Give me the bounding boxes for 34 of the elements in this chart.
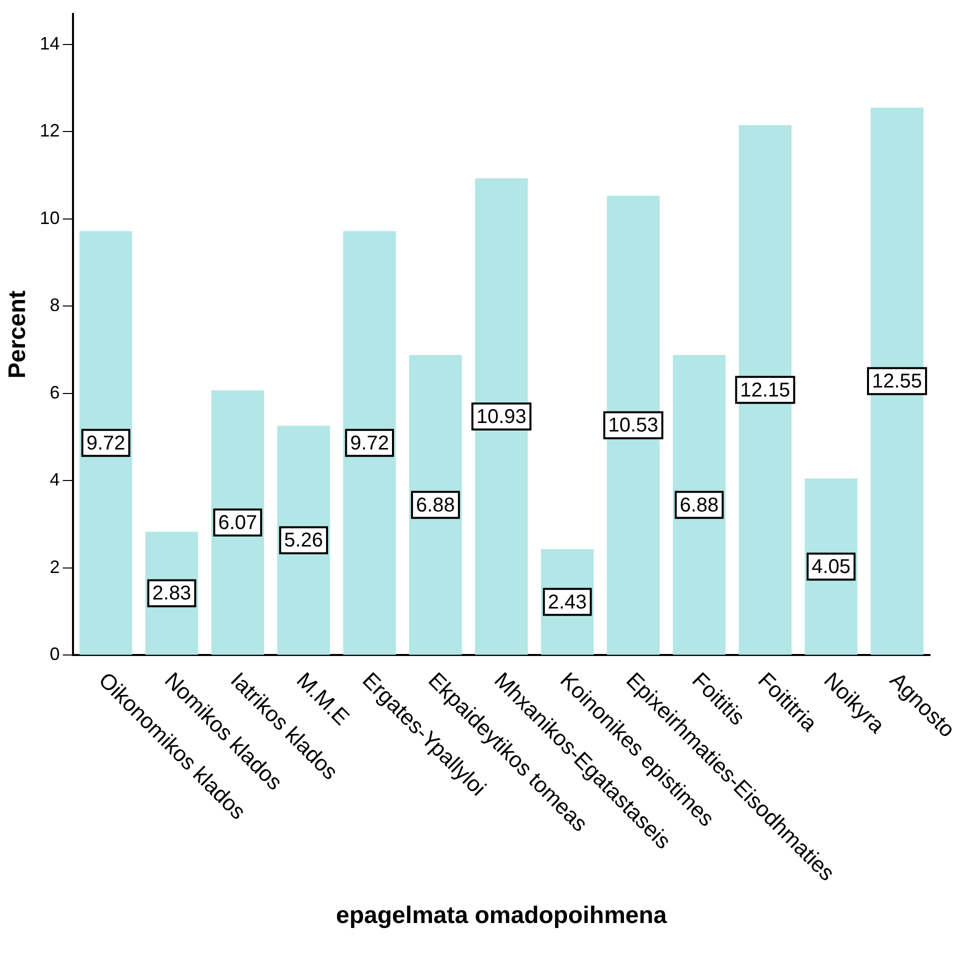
bar (870, 108, 924, 655)
data-label: 6.07 (218, 512, 258, 534)
bar (277, 426, 330, 655)
y-tick-label: 14 (40, 33, 60, 54)
bar (738, 125, 792, 655)
data-label: 9.72 (86, 432, 126, 454)
y-tick-label: 10 (40, 208, 60, 228)
y-tick-label: 4 (50, 470, 60, 490)
data-label: 4.05 (812, 556, 851, 578)
data-label: 5.26 (284, 530, 324, 552)
data-label: 2.83 (152, 582, 192, 605)
bar (211, 390, 264, 655)
y-tick-label: 0 (50, 644, 60, 664)
bar (606, 196, 660, 655)
bar (804, 478, 858, 655)
y-axis-title: Percent (4, 290, 32, 379)
x-axis-title: epagelmata omadopoihmena (336, 902, 668, 930)
y-tick-label: 6 (50, 382, 60, 402)
data-label: 2.43 (548, 591, 587, 614)
bar (409, 355, 462, 655)
data-label: 10.53 (608, 414, 658, 437)
data-label: 12.15 (740, 379, 790, 402)
bar (79, 231, 132, 655)
y-tick-label: 2 (50, 556, 60, 577)
data-label: 9.72 (350, 432, 390, 454)
data-label: 10.93 (476, 406, 526, 428)
data-label: 12.55 (872, 370, 922, 393)
y-tick-label: 8 (50, 295, 60, 316)
data-label: 6.88 (416, 494, 455, 516)
bar (343, 231, 396, 655)
y-tick-label: 12 (40, 120, 60, 141)
data-label: 6.88 (680, 494, 719, 516)
bar (672, 355, 726, 655)
bar (475, 178, 528, 655)
